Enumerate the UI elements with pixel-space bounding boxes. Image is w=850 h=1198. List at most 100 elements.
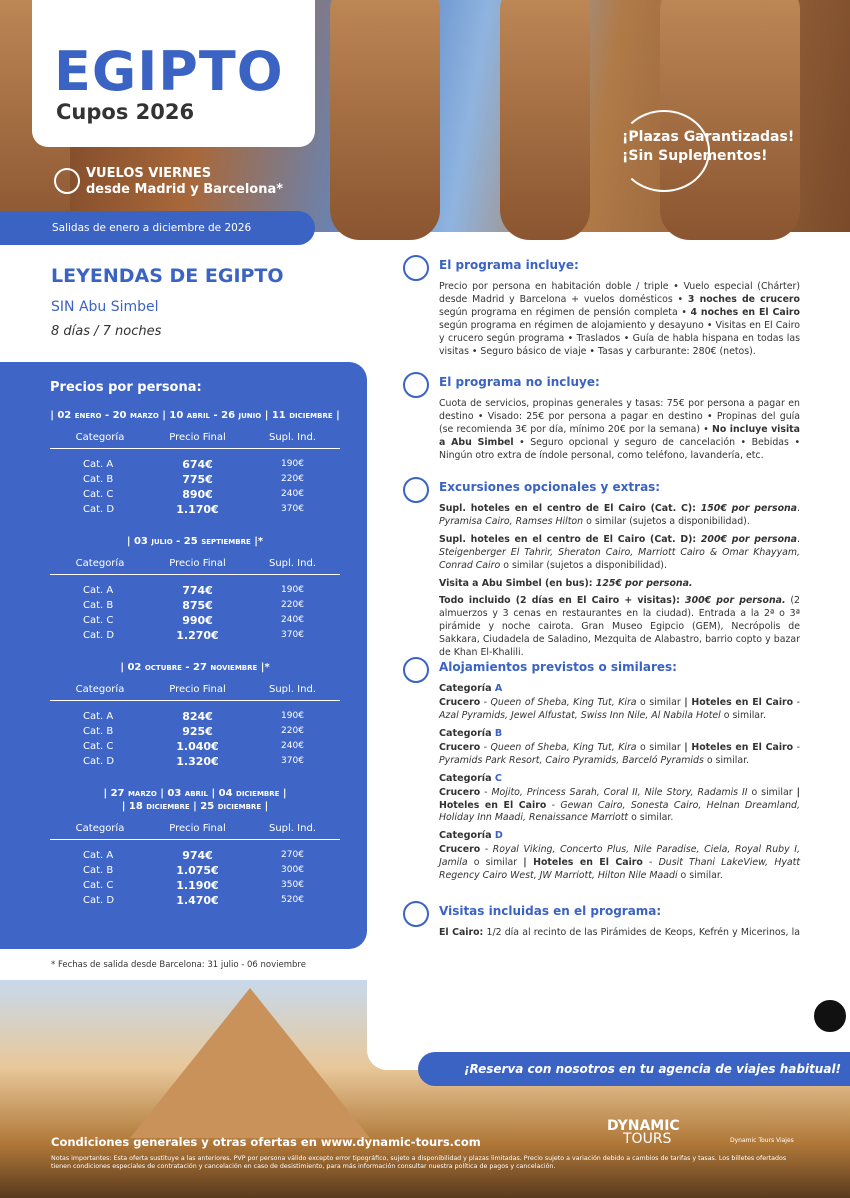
text-run: Steigenberger El Tahrir, Sheraton Cairo,… [439,546,800,571]
price-cell: Cat. D [83,756,115,767]
footnote: * Fechas de salida desde Barcelona: 31 j… [51,960,306,970]
table-header: Categoría Precio Final Supl. Ind. [50,422,340,449]
price-cell: 990€ [182,614,213,627]
price-row: Cat. A 974€ 270€ [50,848,340,863]
section-icon [403,255,429,281]
column-header: Precio Final [169,823,226,834]
category-label: Categoría D [439,830,800,841]
section-icon [403,477,429,503]
price-table: | 02 enero - 20 marzo | 10 abril - 26 ju… [50,409,340,517]
price-cell: 520€ [281,895,304,905]
price-cell: 240€ [281,741,304,751]
text-run: Crucero [439,786,481,798]
price-row: Cat. C 890€ 240€ [50,487,340,502]
price-cell: 974€ [182,849,213,862]
column-header: Categoría [75,558,125,569]
category-label: Categoría C [439,773,800,784]
paragraph: Crucero - Royal Viking, Concerto Plus, N… [439,844,800,883]
text-run: según programa en régimen de alojamiento… [439,319,800,357]
badge: ¡Plazas Garantizadas! ¡Sin Suplementos! [622,128,794,166]
price-row: Cat. B 1.075€ 300€ [50,863,340,878]
text-run: | Hoteles en El Cairo [523,857,643,869]
column-header: Categoría [75,684,125,695]
category-label: Categoría B [439,728,800,739]
price-cell: Cat. C [83,489,114,500]
text-run: | Hoteles en El Cairo [684,741,794,753]
price-cell: Cat. A [83,711,114,722]
column [500,0,590,240]
text-run: o similar [747,786,797,798]
price-cell: Cat. B [83,474,114,485]
price-cell: 220€ [281,600,304,610]
trip-duration: 8 días / 7 noches [51,324,162,339]
section-icon [403,901,429,927]
paragraph: Crucero - Mojito, Princess Sarah, Coral … [439,787,800,826]
paragraph: Crucero - Queen of Sheba, King Tut, Kira… [439,742,800,768]
plane-icon [54,168,80,194]
text-run: Azal Pyramids, Jewel Alfustat, Swiss Inn… [439,709,721,721]
badge-line: ¡Sin Suplementos! [622,148,768,164]
price-row: Cat. C 1.190€ 350€ [50,878,340,893]
paragraph: Precio por persona en habitación doble /… [439,281,800,358]
text-run: o similar. [703,754,750,766]
paragraph: Cuota de servicios, propinas generales y… [439,398,800,463]
period: | 18 diciembre | 25 diciembre | [121,801,269,812]
column-header: Precio Final [169,684,226,695]
text-run: - [642,857,659,869]
price-cell: 190€ [281,711,304,721]
price-cell: 775€ [182,473,213,486]
price-cell: Cat. A [83,585,114,596]
section-title: Excursiones opcionales y extras: [439,480,661,494]
text-run: . [797,533,800,545]
price-row: Cat. B 775€ 220€ [50,472,340,487]
price-row: Cat. A 674€ 190€ [50,457,340,472]
widget-button[interactable] [812,998,848,1034]
text-run: Precio por persona en habitación doble /… [439,281,800,305]
paragraph: Visita a Abu Simbel (en bus): 125€ por p… [439,578,800,591]
logo-line: DYNAMIC [607,1118,680,1134]
text-run: . [797,503,800,514]
category-word: Categoría [439,683,492,694]
text-run: • Seguro opcional y seguro de cancelació… [439,436,800,461]
badge-line: ¡Plazas Garantizadas! [622,129,795,145]
column-header: Precio Final [169,558,226,569]
price-cell: 1.190€ [176,879,219,892]
price-cell: 370€ [281,630,304,640]
column [330,0,440,240]
price-row: Cat. A 774€ 190€ [50,583,340,598]
text-run: o similar. [677,870,723,882]
title-card [32,0,315,147]
text-run: Crucero [439,741,481,753]
price-cell: Cat. A [83,850,114,861]
price-row: Cat. D 1.170€ 370€ [50,502,340,517]
period: | 02 octubre - 27 noviembre |* [120,662,270,673]
text-run: | Hoteles en El Cairo [684,697,794,708]
price-row: Cat. B 925€ 220€ [50,724,340,739]
text-run: 3 noches de crucero [687,293,800,305]
price-row: Cat. D 1.270€ 370€ [50,628,340,643]
price-cell: 270€ [281,850,304,860]
category-word: Categoría [439,727,492,739]
conditions: Condiciones generales y otras ofertas en… [51,1135,481,1149]
text-run: - [480,844,493,856]
section-icon [403,657,429,683]
trip-variant: SIN Abu Simbel [51,299,159,315]
price-row: Cat. B 875€ 220€ [50,598,340,613]
text-run: Pyramisa Cairo, Ramses Hilton [439,515,584,527]
text-run: Queen of Sheba, King Tut, Kira [490,697,637,708]
price-cell: Cat. B [83,726,114,737]
section-icon [403,372,429,398]
text-run: o similar [636,741,685,753]
period: | 27 marzo | 03 abril | 04 diciembre | [103,788,287,799]
text-run: Dusit Thani LakeView, Hyatt Regency Cair… [439,857,801,882]
price-cell: Cat. B [83,600,114,611]
column-header: Supl. Ind. [269,432,316,443]
price-cell: 1.320€ [176,755,219,768]
text-run: - [793,697,800,708]
text-run: 150€ por persona [700,503,798,514]
text-run: Visita a Abu Simbel (en bus): [439,577,596,589]
price-row: Cat. D 1.320€ 370€ [50,754,340,769]
section: Excursiones opcionales y extras: Supl. ho… [403,477,800,665]
price-cell: 875€ [182,599,213,612]
